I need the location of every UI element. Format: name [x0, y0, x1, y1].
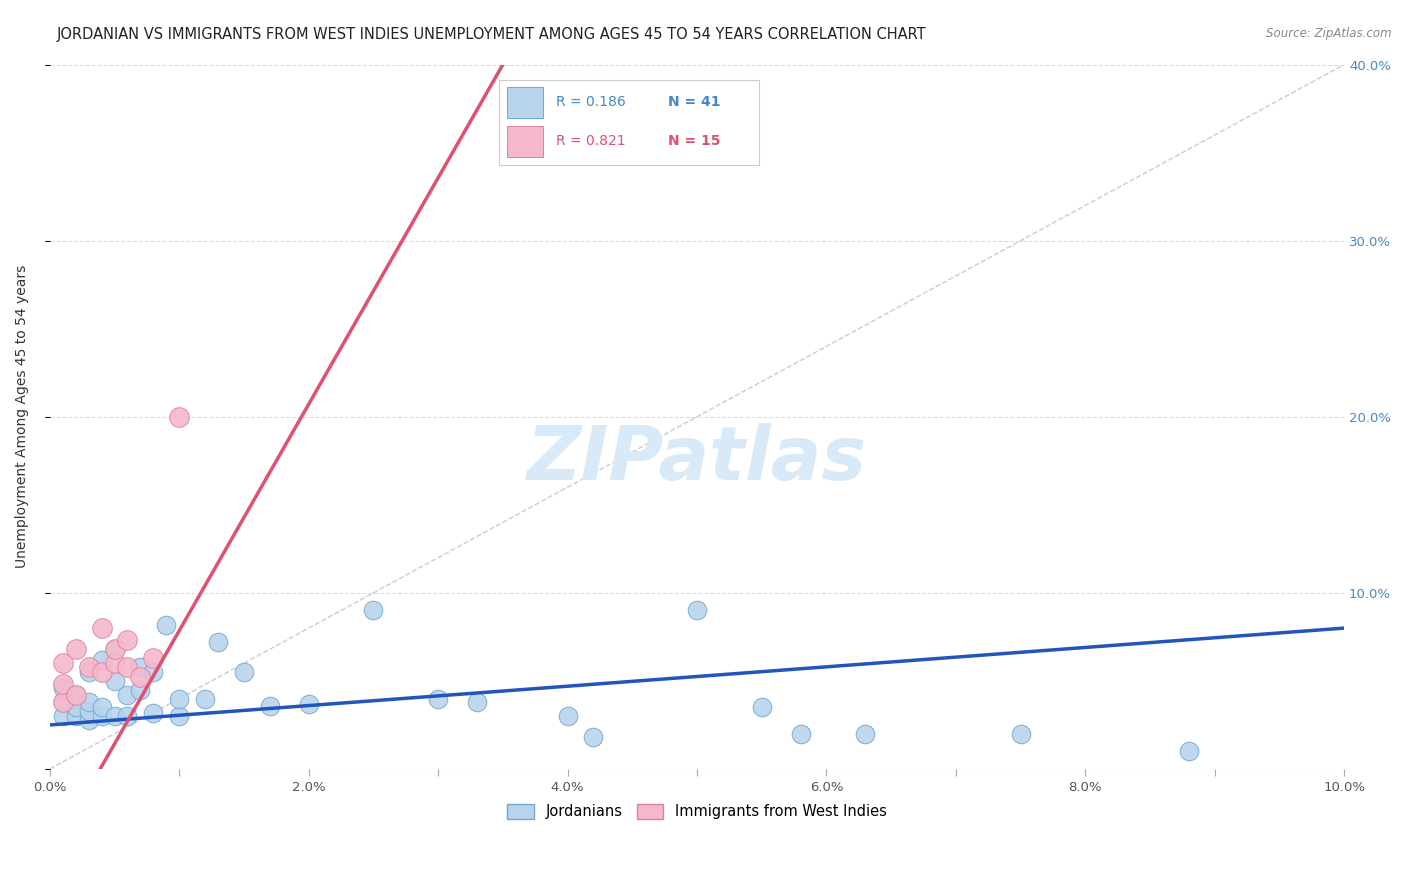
- Point: [65, 700, 87, 714]
- Point: [90, 665, 112, 679]
- Point: [207, 635, 229, 649]
- Point: [103, 642, 125, 657]
- Point: [90, 709, 112, 723]
- Text: ZIPatlas: ZIPatlas: [527, 423, 868, 496]
- Point: [167, 709, 190, 723]
- Point: [789, 727, 811, 741]
- Point: [853, 727, 876, 741]
- Point: [77, 713, 100, 727]
- Point: [1010, 727, 1032, 741]
- Point: [52, 695, 75, 709]
- Point: [52, 657, 75, 671]
- Point: [363, 603, 385, 617]
- Point: [298, 697, 321, 711]
- Point: [65, 709, 87, 723]
- Text: R = 0.821: R = 0.821: [557, 135, 626, 148]
- Point: [117, 633, 139, 648]
- Point: [233, 665, 256, 679]
- Point: [142, 706, 165, 720]
- Bar: [508, 126, 543, 157]
- Point: [167, 691, 190, 706]
- Point: [77, 704, 100, 718]
- Point: [129, 660, 152, 674]
- Point: [65, 642, 87, 657]
- Point: [465, 695, 488, 709]
- Y-axis label: Unemployment Among Ages 45 to 54 years: Unemployment Among Ages 45 to 54 years: [15, 265, 30, 568]
- Text: R = 0.186: R = 0.186: [557, 95, 626, 110]
- Point: [117, 709, 139, 723]
- Point: [167, 409, 190, 424]
- Point: [103, 673, 125, 688]
- Point: [90, 700, 112, 714]
- Point: [194, 691, 217, 706]
- Legend: Jordanians, Immigrants from West Indies: Jordanians, Immigrants from West Indies: [502, 798, 893, 825]
- Point: [77, 695, 100, 709]
- Point: [103, 642, 125, 657]
- Point: [557, 709, 579, 723]
- Point: [52, 677, 75, 691]
- Point: [1178, 744, 1201, 758]
- Point: [155, 617, 177, 632]
- Point: [142, 651, 165, 665]
- Point: [65, 688, 87, 702]
- Text: N = 41: N = 41: [668, 95, 721, 110]
- Point: [129, 670, 152, 684]
- Point: [129, 682, 152, 697]
- Point: [117, 660, 139, 674]
- Point: [52, 695, 75, 709]
- Point: [90, 621, 112, 635]
- Point: [582, 731, 605, 745]
- Point: [751, 700, 773, 714]
- Point: [77, 665, 100, 679]
- Point: [52, 681, 75, 695]
- Point: [117, 688, 139, 702]
- Point: [77, 660, 100, 674]
- Point: [259, 698, 281, 713]
- Point: [52, 709, 75, 723]
- Bar: [508, 87, 543, 118]
- Point: [90, 653, 112, 667]
- Point: [686, 603, 709, 617]
- Text: N = 15: N = 15: [668, 135, 721, 148]
- Text: JORDANIAN VS IMMIGRANTS FROM WEST INDIES UNEMPLOYMENT AMONG AGES 45 TO 54 YEARS : JORDANIAN VS IMMIGRANTS FROM WEST INDIES…: [56, 27, 927, 42]
- Point: [103, 657, 125, 671]
- Text: Source: ZipAtlas.com: Source: ZipAtlas.com: [1267, 27, 1392, 40]
- Point: [65, 688, 87, 702]
- Point: [103, 709, 125, 723]
- Point: [427, 691, 450, 706]
- Point: [142, 665, 165, 679]
